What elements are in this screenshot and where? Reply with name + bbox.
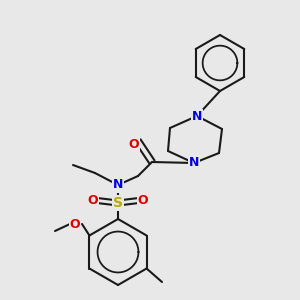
Text: O: O: [129, 137, 139, 151]
Text: O: O: [88, 194, 98, 206]
Text: O: O: [70, 218, 80, 230]
Text: N: N: [189, 157, 199, 169]
Text: N: N: [113, 178, 123, 191]
Text: O: O: [138, 194, 148, 206]
Text: N: N: [192, 110, 202, 122]
Text: S: S: [113, 196, 123, 210]
